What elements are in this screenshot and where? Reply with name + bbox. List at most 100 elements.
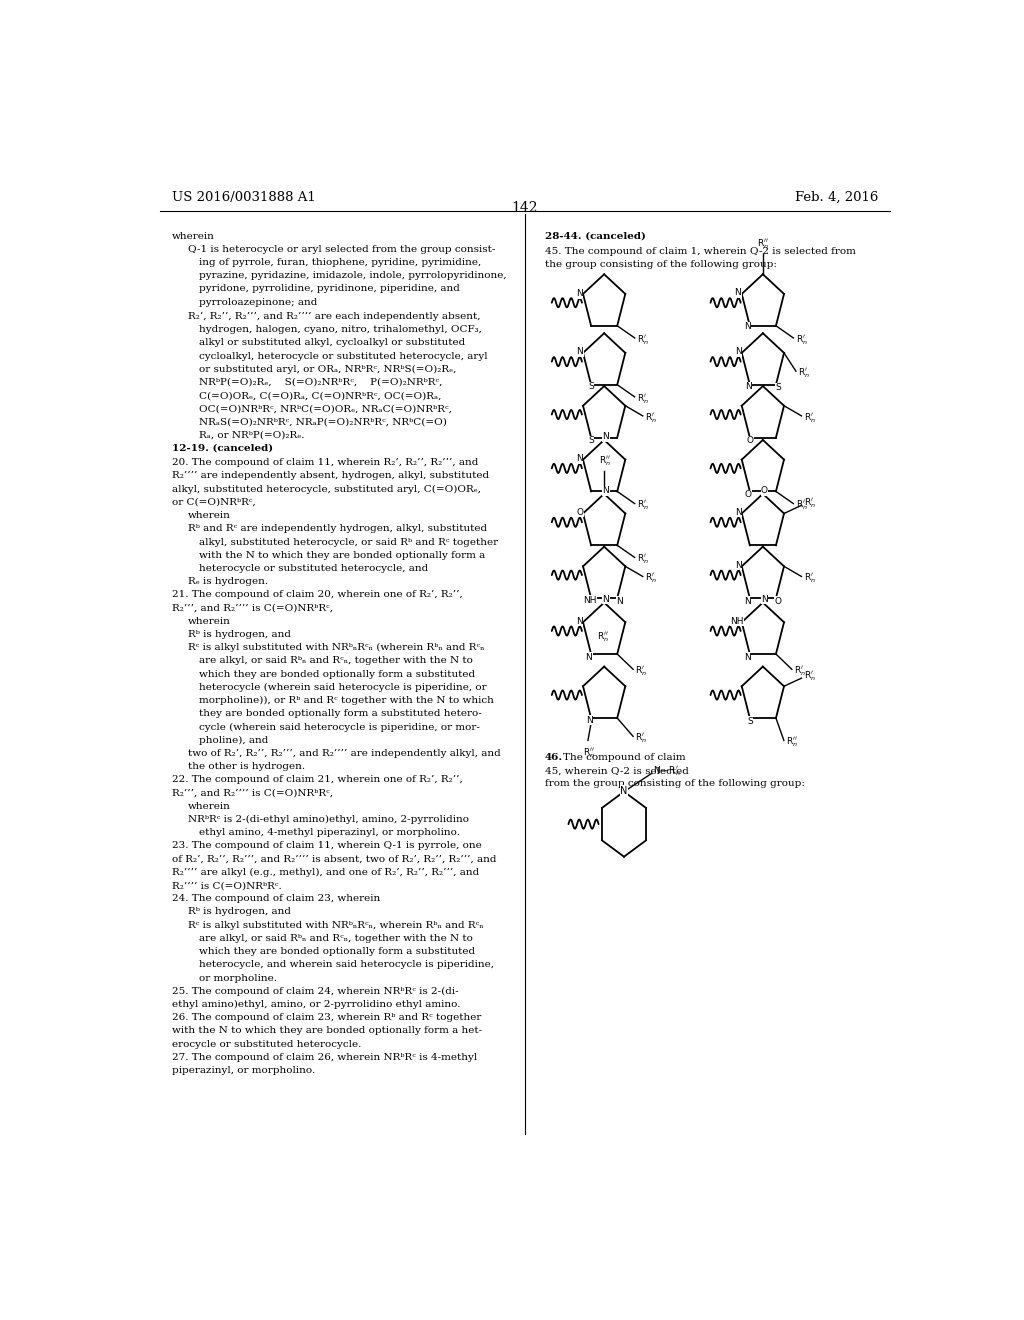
Text: N: N [735, 508, 742, 517]
Text: S: S [588, 383, 594, 391]
Text: R$_{n}''$: R$_{n}''$ [599, 455, 611, 469]
Text: Feb. 4, 2016: Feb. 4, 2016 [795, 191, 878, 203]
Text: R$_{n}''$: R$_{n}''$ [786, 735, 799, 750]
Text: O: O [577, 508, 584, 517]
Text: 142: 142 [512, 201, 538, 215]
Text: R$_{n}''$: R$_{n}''$ [597, 631, 609, 644]
Text: N: N [577, 347, 584, 356]
Text: wherein: wherein [172, 231, 214, 240]
Text: R₂’’’’ are alkyl (e.g., methyl), and one of R₂’, R₂’’, R₂’’’, and: R₂’’’’ are alkyl (e.g., methyl), and one… [172, 867, 479, 876]
Text: N: N [602, 595, 609, 605]
Text: morpholine)), or Rᵇ and Rᶜ together with the N to which: morpholine)), or Rᵇ and Rᶜ together with… [200, 696, 495, 705]
Text: N: N [586, 715, 593, 725]
Text: S: S [746, 717, 753, 726]
Text: which they are bonded optionally form a substituted: which they are bonded optionally form a … [200, 948, 475, 956]
Text: R$_{n}'$: R$_{n}'$ [799, 367, 810, 380]
Text: 21. The compound of claim 20, wherein one of R₂’, R₂’’,: 21. The compound of claim 20, wherein on… [172, 590, 463, 599]
Text: O: O [744, 490, 752, 499]
Text: wherein: wherein [187, 616, 230, 626]
Text: R$_{n}''$: R$_{n}''$ [757, 238, 769, 251]
Text: pyrazine, pyridazine, imidazole, indole, pyrrolopyridinone,: pyrazine, pyridazine, imidazole, indole,… [200, 271, 507, 280]
Text: cycloalkyl, heterocycle or substituted heterocycle, aryl: cycloalkyl, heterocycle or substituted h… [200, 351, 488, 360]
Text: R$_{n}''$: R$_{n}''$ [583, 747, 595, 760]
Text: O: O [746, 436, 754, 445]
Text: NH: NH [583, 595, 596, 605]
Text: N: N [602, 433, 609, 441]
Text: Rᵇ is hydrogen, and: Rᵇ is hydrogen, and [187, 907, 291, 916]
Text: R$_{n}'$: R$_{n}'$ [637, 499, 649, 512]
Text: N: N [575, 616, 583, 626]
Text: are alkyl, or said Rᵇₙ and Rᶜₙ, together with the N to: are alkyl, or said Rᵇₙ and Rᶜₙ, together… [200, 656, 473, 665]
Text: or C(=O)NRᵇRᶜ,: or C(=O)NRᵇRᶜ, [172, 498, 255, 507]
Text: Rₑ is hydrogen.: Rₑ is hydrogen. [187, 577, 267, 586]
Text: 24. The compound of claim 23, wherein: 24. The compound of claim 23, wherein [172, 894, 380, 903]
Text: 45. The compound of claim 1, wherein Q-2 is selected from: 45. The compound of claim 1, wherein Q-2… [545, 247, 855, 256]
Text: wherein: wherein [187, 511, 230, 520]
Text: N: N [761, 595, 768, 605]
Text: N: N [744, 597, 751, 606]
Text: O: O [775, 597, 781, 606]
Text: R$_{n}'$: R$_{n}'$ [636, 731, 647, 746]
Text: R$_{n}'$: R$_{n}'$ [804, 412, 816, 425]
Text: N: N [744, 322, 751, 331]
Text: R$_{n}'$: R$_{n}'$ [645, 412, 657, 425]
Text: US 2016/0031888 A1: US 2016/0031888 A1 [172, 191, 315, 203]
Text: 27. The compound of claim 26, wherein NRᵇRᶜ is 4-methyl: 27. The compound of claim 26, wherein NR… [172, 1053, 477, 1061]
Text: 20. The compound of claim 11, wherein R₂’, R₂’’, R₂’’’, and: 20. The compound of claim 11, wherein R₂… [172, 458, 478, 467]
Text: R₂’’’’ is C(=O)NRᵇRᶜ.: R₂’’’’ is C(=O)NRᵇRᶜ. [172, 880, 282, 890]
Text: wherein: wherein [187, 801, 230, 810]
Text: R₂’’’, and R₂’’’’ is C(=O)NRᵇRᶜ,: R₂’’’, and R₂’’’’ is C(=O)NRᵇRᶜ, [172, 603, 333, 612]
Text: with the N to which they are bonded optionally form a het-: with the N to which they are bonded opti… [172, 1027, 481, 1035]
Text: R$_{n}'$: R$_{n}'$ [796, 333, 808, 347]
Text: with the N to which they are bonded optionally form a: with the N to which they are bonded opti… [200, 550, 485, 560]
Text: pholine), and: pholine), and [200, 735, 268, 744]
Text: ethyl amino)ethyl, amino, or 2-pyrrolidino ethyl amino.: ethyl amino)ethyl, amino, or 2-pyrrolidi… [172, 1001, 460, 1008]
Text: NRₐS(=O)₂NRᵇRᶜ, NRₐP(=O)₂NRᵇRᶜ, NRᵇC(=O): NRₐS(=O)₂NRᵇRᶜ, NRₐP(=O)₂NRᵇRᶜ, NRᵇC(=O) [200, 417, 447, 426]
Text: 45, wherein Q-2 is selected: 45, wherein Q-2 is selected [545, 766, 688, 775]
Text: 46.: 46. [545, 752, 563, 762]
Text: which they are bonded optionally form a substituted: which they are bonded optionally form a … [200, 669, 475, 678]
Text: N: N [744, 383, 752, 391]
Text: NRᵇRᶜ is 2-(di-ethyl amino)ethyl, amino, 2-pyrrolidino: NRᵇRᶜ is 2-(di-ethyl amino)ethyl, amino,… [187, 814, 469, 824]
Text: heterocycle (wherein said heterocycle is piperidine, or: heterocycle (wherein said heterocycle is… [200, 682, 487, 692]
Text: The compound of claim: The compound of claim [563, 752, 685, 762]
Text: S: S [775, 383, 781, 392]
Text: the other is hydrogen.: the other is hydrogen. [187, 762, 305, 771]
Text: Q-1 is heterocycle or aryl selected from the group consist-: Q-1 is heterocycle or aryl selected from… [187, 244, 495, 253]
Text: R$_{n}'$: R$_{n}'$ [804, 669, 816, 682]
Text: S: S [588, 436, 594, 445]
Text: NH: NH [730, 616, 743, 626]
Text: N: N [575, 289, 583, 298]
Text: N: N [586, 652, 592, 661]
Text: R$_{n}'$: R$_{n}'$ [637, 553, 649, 566]
Text: piperazinyl, or morpholino.: piperazinyl, or morpholino. [172, 1067, 315, 1074]
Text: Rₐ, or NRᵇP(=O)₂Rₑ.: Rₐ, or NRᵇP(=O)₂Rₑ. [200, 430, 305, 440]
Text: from the group consisting of the following group:: from the group consisting of the followi… [545, 779, 805, 788]
Text: alkyl, substituted heterocycle, substituted aryl, C(=O)ORₑ,: alkyl, substituted heterocycle, substitu… [172, 484, 480, 494]
Text: N: N [744, 652, 751, 661]
Text: 23. The compound of claim 11, wherein Q-1 is pyrrole, one: 23. The compound of claim 11, wherein Q-… [172, 841, 481, 850]
Text: C(=O)ORₑ, C(=O)Rₐ, C(=O)NRᵇRᶜ, OC(=O)Rₐ,: C(=O)ORₑ, C(=O)Rₐ, C(=O)NRᵇRᶜ, OC(=O)Rₐ, [200, 391, 441, 400]
Text: R₂’’’, and R₂’’’’ is C(=O)NRᵇRᶜ,: R₂’’’, and R₂’’’’ is C(=O)NRᵇRᶜ, [172, 788, 333, 797]
Text: Rᶜ is alkyl substituted with NRᵇₙRᶜₙ, wherein Rᵇₙ and Rᶜₙ: Rᶜ is alkyl substituted with NRᵇₙRᶜₙ, wh… [187, 921, 483, 929]
Text: R$_{n}'$: R$_{n}'$ [796, 499, 808, 512]
Text: hydrogen, halogen, cyano, nitro, trihalomethyl, OCF₃,: hydrogen, halogen, cyano, nitro, trihalo… [200, 325, 482, 334]
Text: or morpholine.: or morpholine. [200, 974, 278, 982]
Text: the group consisting of the following group:: the group consisting of the following gr… [545, 260, 776, 269]
Text: O: O [761, 486, 768, 495]
Text: N: N [735, 347, 742, 356]
Text: N: N [616, 597, 623, 606]
Text: are alkyl, or said Rᵇₙ and Rᶜₙ, together with the N to: are alkyl, or said Rᵇₙ and Rᶜₙ, together… [200, 935, 473, 942]
Text: Rᶜ is alkyl substituted with NRᵇₙRᶜₙ (wherein Rᵇₙ and Rᶜₙ: Rᶜ is alkyl substituted with NRᵇₙRᶜₙ (wh… [187, 643, 484, 652]
Text: pyrroloazepinone; and: pyrroloazepinone; and [200, 297, 317, 306]
Text: R$_{n}'$: R$_{n}'$ [637, 333, 649, 347]
Text: erocycle or substituted heterocycle.: erocycle or substituted heterocycle. [172, 1040, 361, 1048]
Text: N—R$_{n}'$: N—R$_{n}'$ [653, 764, 681, 777]
Text: cycle (wherein said heterocycle is piperidine, or mor-: cycle (wherein said heterocycle is piper… [200, 722, 480, 731]
Text: N: N [735, 561, 742, 570]
Text: N: N [575, 454, 583, 463]
Text: 28-44. (canceled): 28-44. (canceled) [545, 231, 645, 240]
Text: 25. The compound of claim 24, wherein NRᵇRᶜ is 2-(di-: 25. The compound of claim 24, wherein NR… [172, 987, 459, 995]
Text: Rᵇ and Rᶜ are independently hydrogen, alkyl, substituted: Rᵇ and Rᶜ are independently hydrogen, al… [187, 524, 486, 533]
Text: heterocycle, and wherein said heterocycle is piperidine,: heterocycle, and wherein said heterocycl… [200, 961, 495, 969]
